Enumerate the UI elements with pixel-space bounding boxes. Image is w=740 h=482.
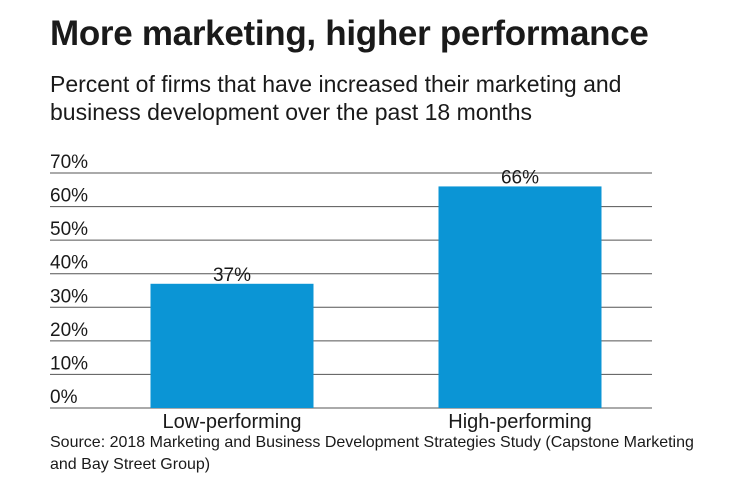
bar: [150, 283, 314, 408]
y-tick-label: 40%: [50, 253, 88, 274]
y-tick-label: 20%: [50, 320, 88, 341]
y-tick-label: 10%: [50, 353, 88, 374]
y-tick-label: 60%: [50, 186, 88, 207]
x-tick-label: Low-performing: [163, 411, 302, 433]
source-note: Source: 2018 Marketing and Business Deve…: [50, 434, 694, 473]
chart-subtitle: Percent of firms that have increased the…: [50, 71, 622, 125]
data-label: 37%: [213, 265, 251, 286]
x-tick-label: High-performing: [448, 411, 591, 433]
bar: [438, 186, 602, 408]
data-label: 66%: [501, 167, 539, 188]
chart-title: More marketing, higher performance: [50, 14, 649, 53]
y-tick-label: 50%: [50, 219, 88, 240]
y-tick-label: 0%: [50, 387, 78, 408]
y-tick-label: 70%: [50, 152, 88, 173]
y-tick-label: 30%: [50, 286, 88, 307]
